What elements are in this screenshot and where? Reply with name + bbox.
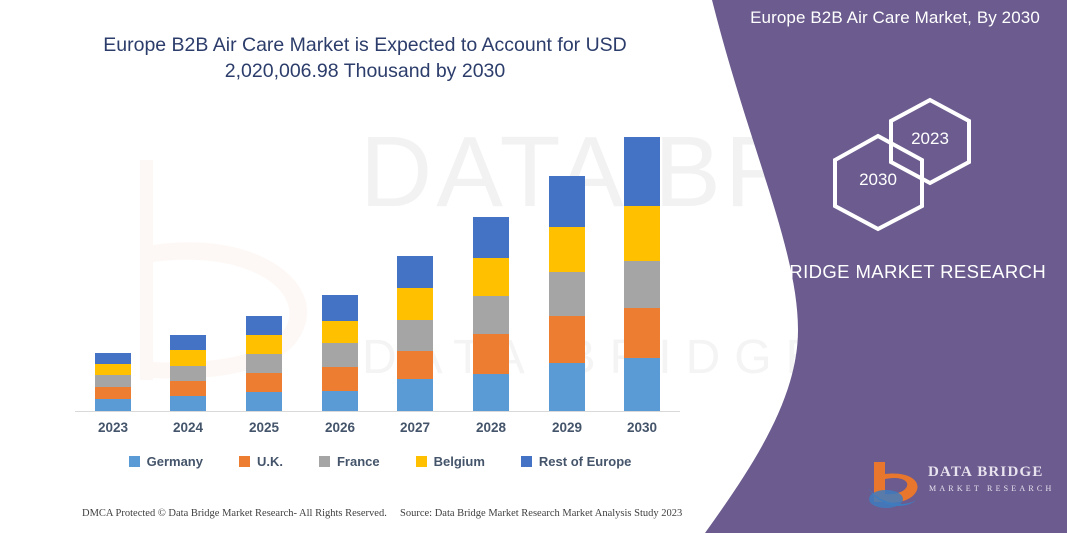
bar-segment [95,364,131,375]
bar-stack [473,217,509,411]
bar-stack [322,295,358,411]
x-axis-label-2023: 2023 [97,420,129,435]
company-logo: DATA BRIDGE MARKET RESEARCH [866,456,1056,512]
x-axis-label-2027: 2027 [399,420,431,435]
legend-label: Belgium [433,454,485,469]
bar-segment [549,316,585,363]
bar-segment [95,399,131,411]
bar-stack [549,176,585,411]
bar-segment [322,367,358,391]
bar-segment [397,288,433,320]
bar-stack [397,256,433,411]
brand-panel: Europe B2B Air Care Market, By 2030 2030… [690,0,1067,533]
brand-name: DATA BRIDGE MARKET RESEARCH [723,261,1047,282]
purple-background-shape [705,0,1067,533]
x-axis-label-2029: 2029 [551,420,583,435]
bar-segment [322,295,358,321]
bar-segment [549,227,585,272]
bar-segment [397,379,433,411]
x-axis-label-2030: 2030 [626,420,658,435]
footer-source: Source: Data Bridge Market Research Mark… [400,508,683,519]
legend-item-u-k[interactable]: U.K. [238,454,283,469]
axis-baseline [75,411,680,412]
bar-segment [397,256,433,288]
bar-segment [95,387,131,399]
x-axis-label-2026: 2026 [324,420,356,435]
legend-swatch-icon [128,456,140,467]
bar-stack [170,335,206,411]
bar-segment [624,308,660,358]
bar-segment [246,392,282,411]
bar-segment [549,176,585,227]
bar-segment [322,321,358,343]
bar-segment [473,258,509,296]
bar-segment [170,366,206,381]
bar-segment [397,320,433,351]
bar-segment [473,217,509,258]
footer: DMCA Protected © Data Bridge Market Rese… [0,508,700,528]
hexagon-badge-2023: 2023 [887,96,973,186]
bar-segment [397,351,433,379]
plot-area [75,120,680,412]
logo-title: DATA BRIDGE [928,464,1044,480]
bar-segment [246,354,282,373]
bar-segment [170,350,206,366]
hexagon-outline-icon [889,97,971,186]
bar-segment [246,316,282,335]
bar-segment [246,373,282,392]
bar-segment [170,396,206,411]
chart-legend: Germany U.K. France Belgium Rest of Europe [75,454,685,469]
bar-segment [95,353,131,364]
bar-segment [95,375,131,387]
bar-segment [624,261,660,308]
legend-item-germany[interactable]: Germany [128,454,203,469]
legend-label: U.K. [256,454,283,469]
legend-label: France [336,454,380,469]
bar-segment [473,374,509,411]
legend-item-france[interactable]: France [318,454,380,469]
panel-title: Europe B2B Air Care Market, By 2030 [750,8,1040,27]
x-axis-label-2024: 2024 [172,420,204,435]
bar-segment [549,272,585,316]
bar-segment [170,381,206,396]
legend-item-rest-of-europe[interactable]: Rest of Europe [520,454,632,469]
bar-segment [473,296,509,334]
bar-stack [246,316,282,411]
bar-segment [624,358,660,411]
x-axis-labels: 2023 2024 2025 2026 2027 2028 2029 2030 [75,420,680,444]
bar-segment [246,335,282,354]
bar-segment [473,334,509,374]
bar-segment [549,363,585,411]
bar-stack [95,353,131,411]
bar-segment [322,343,358,367]
legend-swatch-icon [318,456,330,467]
legend-label: Rest of Europe [538,454,632,469]
chart-title: Europe B2B Air Care Market is Expected t… [103,34,627,82]
logo-subtitle: MARKET RESEARCH [929,484,1055,493]
hexagon-badge-2030: 2030 [830,132,926,232]
x-axis-label-2025: 2025 [248,420,280,435]
bar-segment [624,137,660,206]
legend-swatch-icon [415,456,427,467]
x-axis-label-2028: 2028 [475,420,507,435]
hexagon-2023-label: 2023 [911,129,949,148]
chart-panel: Europe B2B Air Care Market is Expected t… [0,34,700,528]
bar-segment [170,335,206,350]
legend-swatch-icon [520,456,532,467]
bar-segment [624,206,660,261]
brand-panel-content: Europe B2B Air Care Market, By 2030 2030… [690,0,1067,533]
db-logo-mark-icon [868,462,918,508]
hexagon-2030-label: 2030 [859,170,897,189]
legend-swatch-icon [238,456,250,467]
bar-stack [624,137,660,411]
hexagon-outline-icon [833,133,924,232]
bar-segment [322,391,358,411]
footer-copyright: DMCA Protected © Data Bridge Market Rese… [82,508,387,519]
legend-item-belgium[interactable]: Belgium [415,454,485,469]
legend-label: Germany [146,454,203,469]
